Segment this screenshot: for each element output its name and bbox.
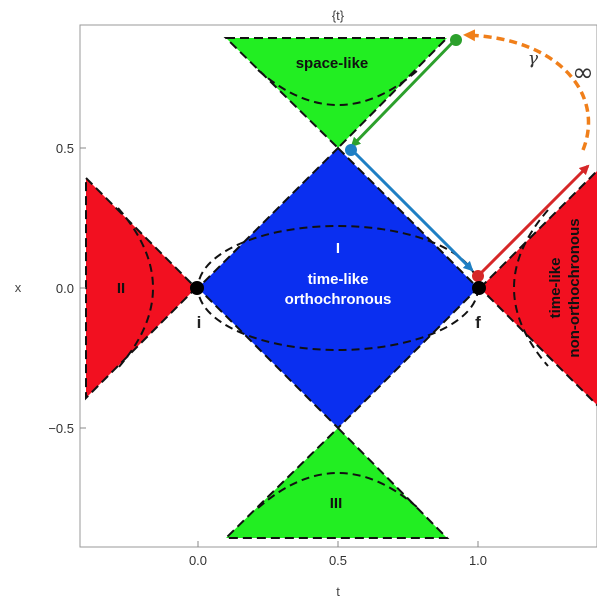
point-i-label: i [197, 313, 202, 332]
time-like-orthochronous-label-1: time-like [308, 271, 369, 288]
region-II-label: II [117, 280, 125, 297]
region-III-label: III [330, 495, 343, 512]
space-like-top-region [223, 37, 450, 150]
y-tick-label: 0.5 [56, 141, 74, 156]
space-like-label: space-like [296, 55, 369, 72]
y-axis-label: x [15, 280, 22, 295]
time-like-non-ortho-label-1: time-like [547, 258, 564, 319]
y-tick-label: 0.0 [56, 281, 74, 296]
x-tick-label: 0.0 [189, 553, 207, 568]
infinity-label: ∞ [572, 58, 594, 88]
x-tick-label: 1.0 [469, 553, 487, 568]
gamma-arc [463, 29, 591, 151]
plot-label: {t} [332, 8, 345, 23]
point-f-label: f [475, 313, 481, 332]
region-I-label: I [336, 240, 340, 257]
time-like-orthochronous-label-2: orthochronous [285, 291, 392, 308]
blue-arrow [350, 148, 474, 272]
time-like-non-orthochronous-region [478, 169, 597, 407]
space-like-bottom-region [223, 426, 450, 539]
point-i-marker [190, 281, 204, 295]
region-II [85, 175, 198, 401]
blue-point [345, 144, 357, 156]
y-tick-label: −0.5 [48, 421, 74, 436]
green-arrow [350, 38, 457, 148]
red-arrow [476, 164, 590, 278]
time-like-non-ortho-label-2: non-orthochronous [566, 218, 583, 357]
point-f-marker [472, 281, 486, 295]
gamma-label: γ [528, 49, 539, 69]
x-tick-label: 0.5 [329, 553, 347, 568]
x-axis-label: t [336, 584, 340, 599]
red-point [472, 270, 484, 282]
non-ortho-hyperbola [513, 209, 549, 367]
green-point [450, 34, 462, 46]
time-like-orthochronous-region [196, 146, 480, 430]
